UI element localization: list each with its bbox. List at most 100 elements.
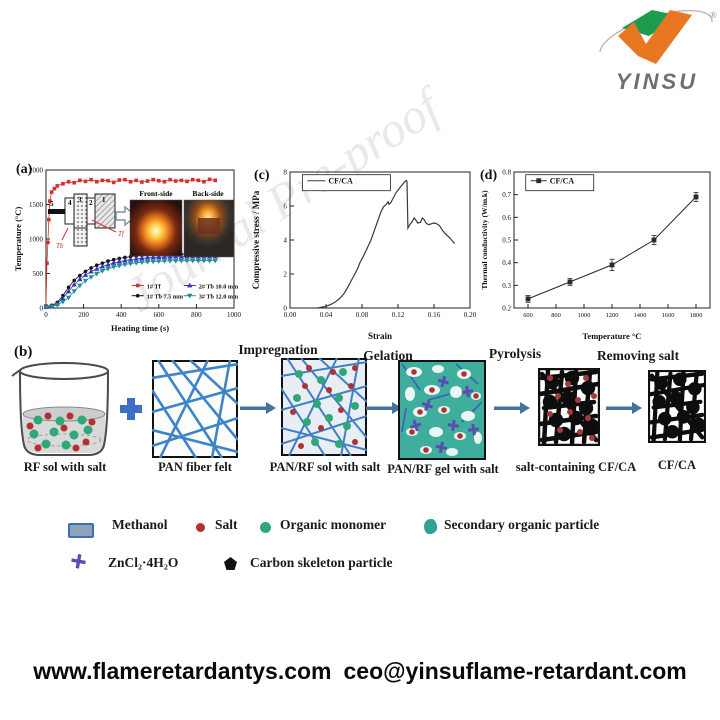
svg-text:800: 800 [191,311,202,319]
svg-text:600: 600 [523,312,533,319]
svg-text:500: 500 [33,270,44,278]
panel-a-letter: (a) [16,162,33,177]
item-label-cfca: CF/CA [657,458,697,472]
legend-methanol: Methanol [112,517,168,532]
salt-dots [290,365,358,449]
salt-dots [409,369,479,453]
pan-rf-sol-box [281,358,367,456]
plus-icon [120,398,142,420]
svg-text:0.8: 0.8 [502,169,511,177]
stress-strain-chart: 0.00 0.04 0.08 0.12 0.16 0.20 0 2 4 6 8 Strain Compr… [251,169,477,342]
svg-text:0.08: 0.08 [356,311,369,319]
svg-text:0.4: 0.4 [502,259,511,267]
pan-fiber-felt-box [152,360,238,458]
zncl2-cross-icon [71,554,86,569]
registered-mark: ® [710,10,717,20]
svg-text:1400: 1400 [634,312,647,319]
svg-text:0.6: 0.6 [502,214,511,222]
arrow-icon [366,402,402,414]
svg-text:0.04: 0.04 [320,311,333,319]
panel-d: (d) 600 800 1000 1200 1400 1600 1800 0.2 0.3 0.4 0… [478,160,718,342]
panel-b-letter: (b) [14,344,33,360]
svg-text:0.5: 0.5 [502,237,511,245]
svg-text:2: 2 [283,271,287,279]
svg-text:Heating time (s): Heating time (s) [111,323,169,333]
svg-text:0.3: 0.3 [502,282,511,290]
svg-text:0.7: 0.7 [502,191,511,199]
panel-b: (b) [0,342,720,502]
salt-dots [26,412,96,452]
item-label-salt-cfca: salt-containing CF/CA [515,460,637,474]
svg-text:1000: 1000 [227,311,242,319]
svg-text:1800: 1800 [690,312,703,319]
svg-text:1600: 1600 [662,312,675,319]
svg-text:2000: 2000 [29,167,44,175]
arrow-icon [494,402,530,414]
step-gelation: Gelation [363,348,413,363]
svg-text:1200: 1200 [606,312,619,319]
svg-text:2# Tb 10.0 mm: 2# Tb 10.0 mm [199,284,239,291]
carbon-pentagon-icon [224,557,237,570]
step-pyrolysis: Pyrolysis [488,346,542,361]
item-label-pan-rf-gel: PAN/RF gel with salt [387,462,499,476]
legend-salt: Salt [215,517,238,532]
panel-d-letter: (d) [480,168,498,183]
svg-text:6: 6 [283,203,287,211]
legend-monomer: Organic monomer [280,517,387,532]
svg-text:0: 0 [44,311,48,319]
salt-dot-icon [196,523,205,532]
logo-brand-text: YINSU [615,69,699,94]
panel-c-letter: (c) [254,168,270,183]
secondary-particle-blob-icon [424,519,437,534]
arrow-icon [240,402,276,414]
svg-text:0.00: 0.00 [284,311,297,319]
svg-text:Strain: Strain [368,331,392,341]
svg-text:4: 4 [283,237,287,245]
temperature-vs-time-chart: 0 200 400 600 800 1000 0 500 1000 1500 2000 Heating… [13,167,242,334]
legend-secondary: Secondary organic particle [444,517,600,532]
logo-orange-check [618,10,692,64]
svg-text:0.16: 0.16 [428,311,441,319]
legend-carbon: Carbon skeleton particle [250,555,393,570]
svg-text:1# Tf: 1# Tf [147,284,162,291]
salt-containing-cfca-box [538,368,600,446]
email-text: ceo@yinsuflame-retardant.com [343,658,687,684]
organic-monomer-dots [293,368,359,448]
thermal-conductivity-chart: 600 800 1000 1200 1400 1600 1800 0.2 0.3 0.4 0.5 0.… [480,169,711,341]
yinsu-logo-mark: ® [599,9,717,64]
svg-text:8: 8 [283,169,287,177]
item-label-pan-rf-sol: PAN/RF sol with salt [269,460,381,474]
item-label-rf-sol: RF sol with salt [23,460,107,474]
svg-text:1500: 1500 [29,201,44,209]
svg-text:Temperature (°C): Temperature (°C) [13,207,23,272]
svg-text:CF/CA: CF/CA [328,177,353,186]
zncl2-crosses [409,375,480,454]
symbol-legend: Methanol Salt Organic monomer Secondary … [0,505,720,595]
panel-a: (a) 0 200 400 600 800 1000 0 500 1000 1500 2000 Hea… [12,160,244,334]
svg-text:0.20: 0.20 [464,311,477,319]
arrow-icon [606,402,642,414]
step-removing-salt: Removing salt [596,348,680,363]
svg-text:3# Tb 12.0 mm: 3# Tb 12.0 mm [199,294,239,301]
salt-dots [547,375,597,441]
svg-text:0: 0 [40,305,44,313]
pan-rf-gel-box [398,360,486,460]
website-text: www.flameretardantys.com [33,658,332,684]
legend-zncl2: ZnCl₂·4H₂O [108,555,179,570]
panel-c: (c) 0.00 0.04 0.08 0.12 0.16 0.20 0 2 4 6 8 Strain C… [250,160,480,342]
svg-text:0.12: 0.12 [392,311,405,319]
svg-text:800: 800 [551,312,561,319]
step-impregnation: Impregnation [238,342,318,357]
svg-text:1000: 1000 [578,312,591,319]
svg-text:400: 400 [116,311,127,319]
yinsu-logo: ® YINSU [594,6,720,94]
svg-text:Thermal conductivity (W/m.k): Thermal conductivity (W/m.k) [480,190,489,290]
methanol-swatch-icon [68,523,94,538]
svg-text:CF/CA: CF/CA [550,177,575,186]
cfca-box [648,370,706,443]
svg-text:0: 0 [283,305,287,313]
svg-text:600: 600 [154,311,165,319]
svg-text:0.2: 0.2 [502,305,511,313]
organic-monomer-dot-icon [260,522,271,533]
